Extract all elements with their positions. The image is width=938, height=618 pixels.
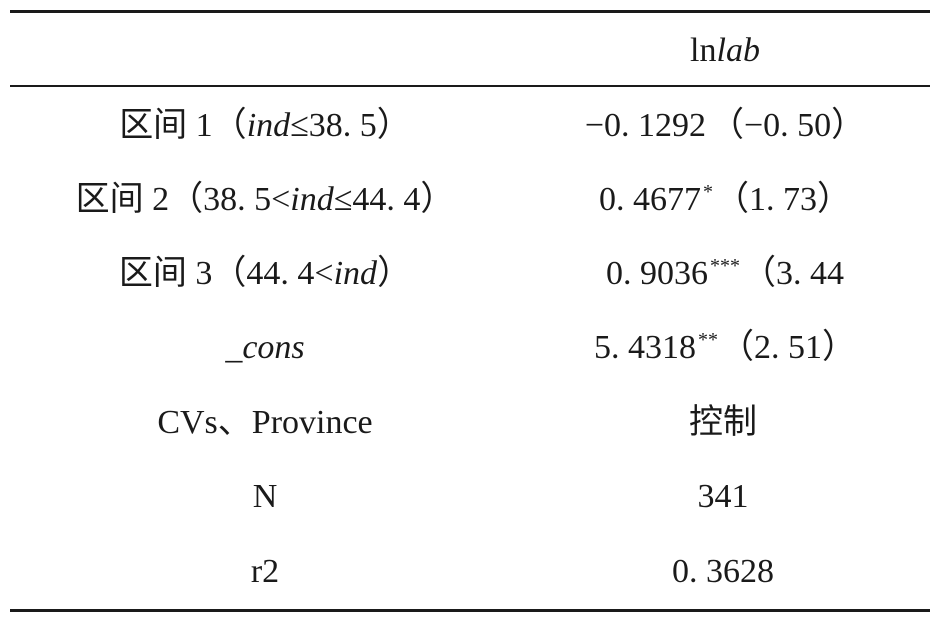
row-value: 控制 bbox=[520, 386, 930, 460]
row-label-suffix: ≤44. 4） bbox=[333, 181, 455, 218]
table-header: lnlab bbox=[0, 13, 938, 85]
table-bottom-rule bbox=[10, 609, 930, 612]
row-label: CVs、Province bbox=[10, 386, 520, 460]
row-label: 区间 3（44. 4<ind） bbox=[10, 237, 520, 311]
row-label-suffix: ） bbox=[377, 255, 412, 292]
table-row: CVs、Province 控制 bbox=[0, 386, 938, 460]
row-value: 5. 4318 **（2. 51） bbox=[520, 311, 930, 385]
table-row: N 341 bbox=[0, 460, 938, 534]
row-value: 0. 3628 bbox=[520, 535, 930, 609]
row-label-text: CVs、Province bbox=[157, 404, 373, 441]
row-label: r2 bbox=[10, 535, 520, 609]
column-header-prefix: ln bbox=[690, 32, 717, 69]
row-label-italic: ind bbox=[333, 255, 378, 292]
significance-stars: *** bbox=[710, 255, 740, 277]
row-label-italic: ind bbox=[246, 107, 291, 144]
column-header-lnlab: lnlab bbox=[520, 13, 930, 85]
row-label-text: N bbox=[252, 478, 278, 515]
row-value: 0. 9036 ***（3. 44 bbox=[520, 237, 930, 311]
table-top-rule bbox=[10, 10, 930, 13]
t-statistic: （3. 44 bbox=[742, 255, 844, 292]
row-label-text: r2 bbox=[250, 553, 280, 590]
column-header-italic: lab bbox=[716, 32, 760, 69]
row-value: −0. 1292 （−0. 50） bbox=[520, 89, 930, 163]
table-row: 区间 3（44. 4<ind） 0. 9036 ***（3. 44 bbox=[0, 237, 938, 311]
row-label-italic: ind bbox=[290, 181, 334, 218]
row-label: 区间 1（ind≤38. 5） bbox=[10, 89, 520, 163]
row-label-text: 区间 2（38. 5< bbox=[75, 181, 291, 218]
row-label: N bbox=[10, 460, 520, 534]
t-statistic: （2. 51） bbox=[720, 329, 856, 366]
significance-stars: ** bbox=[698, 329, 718, 351]
row-label: _cons bbox=[10, 311, 520, 385]
row-label-text: 区间 3（44. 4< bbox=[118, 255, 334, 292]
row-value: 341 bbox=[520, 460, 930, 534]
coefficient: 341 bbox=[697, 478, 749, 515]
table-row: _cons 5. 4318 **（2. 51） bbox=[0, 311, 938, 385]
row-label-suffix: ≤38. 5） bbox=[290, 107, 411, 144]
coefficient: 0. 3628 bbox=[672, 553, 774, 590]
row-label: 区间 2（38. 5<ind≤44. 4） bbox=[10, 163, 520, 237]
row-label-text: 区间 1（ bbox=[119, 107, 247, 144]
table-row: 区间 1（ind≤38. 5） −0. 1292 （−0. 50） bbox=[0, 89, 938, 163]
t-statistic: （1. 73） bbox=[715, 181, 851, 218]
table-row: 区间 2（38. 5<ind≤44. 4） 0. 4677 *（1. 73） bbox=[0, 163, 938, 237]
t-statistic: （−0. 50） bbox=[710, 107, 866, 144]
row-value: 0. 4677 *（1. 73） bbox=[520, 163, 930, 237]
table-row: r2 0. 3628 bbox=[0, 535, 938, 609]
coefficient: −0. 1292 bbox=[584, 107, 706, 144]
table-header-rule bbox=[10, 85, 930, 87]
coefficient: 0. 4677 bbox=[599, 181, 701, 218]
coefficient: 5. 4318 bbox=[594, 329, 696, 366]
row-label-italic: _cons bbox=[225, 329, 305, 366]
significance-stars: * bbox=[703, 181, 713, 203]
coefficient: 0. 9036 bbox=[606, 255, 708, 292]
coefficient: 控制 bbox=[689, 404, 757, 441]
